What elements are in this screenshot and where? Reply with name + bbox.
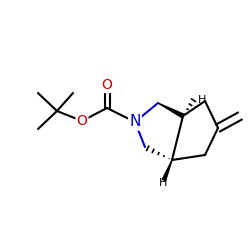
Polygon shape	[162, 160, 172, 181]
Text: O: O	[76, 114, 88, 128]
Text: O: O	[102, 78, 112, 92]
Text: H: H	[198, 95, 206, 105]
Text: N: N	[129, 114, 141, 130]
Polygon shape	[158, 103, 184, 118]
Text: H: H	[159, 178, 167, 188]
